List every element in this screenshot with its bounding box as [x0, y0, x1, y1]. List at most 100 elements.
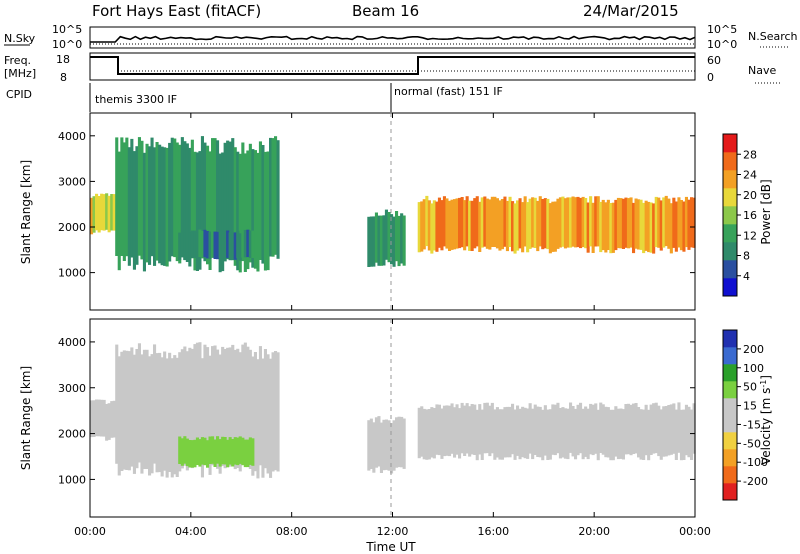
- power-cell: [614, 199, 618, 251]
- power-cell: [203, 229, 207, 258]
- vel-cell: [372, 422, 376, 473]
- power-cell: [193, 230, 197, 258]
- power-cell: [188, 147, 192, 267]
- velocity-colorbar-label-sup: -1: [759, 380, 768, 388]
- power-region-0: [90, 193, 116, 235]
- power-cell: [140, 140, 144, 260]
- vel-cell: [112, 400, 116, 438]
- vel-cell: [236, 348, 240, 468]
- vel-cell: [649, 404, 653, 455]
- vel-cell: [105, 404, 109, 441]
- power-cell: [263, 151, 267, 271]
- vel-cell: [609, 409, 613, 461]
- vel-cell: [679, 409, 683, 461]
- velocity-colorbar-label: Velocity [m s-1]: [759, 375, 773, 465]
- vel-cell: [175, 357, 179, 477]
- power-cell: [589, 196, 593, 247]
- vel-cell: [596, 409, 600, 461]
- vel-cell: [261, 358, 265, 478]
- vel-cell: [483, 402, 487, 454]
- vel-cell: [566, 408, 570, 460]
- vel-cell: [652, 403, 656, 454]
- vel-cell: [379, 422, 383, 473]
- power-cell: [531, 197, 535, 248]
- power-cell: [241, 142, 245, 262]
- vel-cell: [374, 417, 378, 468]
- vel-cbar-tick-label: -50: [743, 437, 761, 450]
- vel-cell: [132, 354, 136, 474]
- power-cell: [435, 201, 439, 252]
- vel-cell: [185, 351, 189, 471]
- power-cell: [269, 137, 273, 257]
- vel-cell: [659, 409, 663, 460]
- power-cell: [258, 141, 262, 260]
- vel-cell: [576, 404, 580, 456]
- power-region-4: [417, 195, 696, 254]
- power-cell: [372, 216, 376, 267]
- power-cell: [206, 231, 210, 259]
- vel-cell: [533, 404, 537, 455]
- vel-cbar-swatch: [723, 364, 737, 382]
- vel-cell: [601, 404, 605, 455]
- vel-cell: [664, 406, 668, 457]
- vel-cell: [110, 401, 114, 438]
- power-cell: [505, 200, 509, 252]
- vel-cell: [148, 356, 152, 476]
- power-cell: [226, 230, 230, 258]
- power-cell: [538, 196, 542, 247]
- vel-ytick-label: 2000: [58, 428, 86, 441]
- power-cbar-swatch: [723, 152, 737, 171]
- vel-cbar-tick-label: 50: [743, 381, 757, 394]
- vel-cell: [569, 402, 573, 453]
- station-title: Fort Hays East (fitACF): [92, 2, 261, 20]
- vel-cell: [163, 351, 167, 471]
- vel-cell: [127, 351, 131, 471]
- vel-cell: [682, 409, 686, 460]
- vel-cell: [216, 436, 220, 464]
- power-cell: [508, 196, 512, 247]
- power-cell: [248, 230, 252, 258]
- power-cell: [649, 202, 653, 253]
- vel-region-3: [367, 416, 406, 474]
- freq-label: Freq.: [4, 54, 31, 67]
- vel-cell: [437, 404, 441, 456]
- vel-cell: [526, 408, 530, 459]
- vel-cell: [90, 400, 94, 438]
- vel-cell: [246, 439, 250, 468]
- vel-cell: [458, 408, 462, 459]
- vel-cell: [674, 409, 678, 460]
- power-cell: [243, 153, 247, 272]
- vel-cell: [453, 407, 457, 458]
- vel-cell: [390, 423, 394, 474]
- vel-cell: [221, 436, 225, 465]
- power-cell: [556, 198, 560, 249]
- power-cell: [480, 197, 484, 248]
- power-cell: [175, 142, 179, 262]
- vel-cell: [606, 407, 610, 458]
- vel-cell: [200, 358, 204, 478]
- power-cell: [677, 197, 681, 248]
- power-cell: [672, 197, 676, 248]
- power-cell: [125, 137, 129, 257]
- xtick-label: 04:00: [175, 525, 207, 538]
- power-cell: [200, 231, 204, 259]
- power-cell: [425, 195, 429, 247]
- power-cell: [397, 215, 401, 267]
- power-cell: [521, 202, 525, 253]
- power-cell: [548, 203, 552, 254]
- power-cell: [574, 197, 578, 248]
- vel-cell: [251, 438, 255, 466]
- power-cell: [563, 198, 567, 249]
- power-cell: [122, 142, 126, 261]
- power-cell: [183, 232, 187, 261]
- vel-cell: [639, 409, 643, 460]
- vel-cell: [271, 352, 275, 472]
- power-cell: [551, 201, 555, 252]
- power-cbar-tick-label: 20: [743, 189, 757, 202]
- velocity-colorbar-label-end: ]: [759, 375, 773, 380]
- vel-cell: [226, 439, 230, 468]
- power-cell: [112, 194, 116, 231]
- velocity-colorbar: -200 -100 -50 -15 15 50 100 200: [722, 329, 768, 501]
- vel-ytick-label: 3000: [58, 382, 86, 395]
- power-cell: [516, 200, 520, 251]
